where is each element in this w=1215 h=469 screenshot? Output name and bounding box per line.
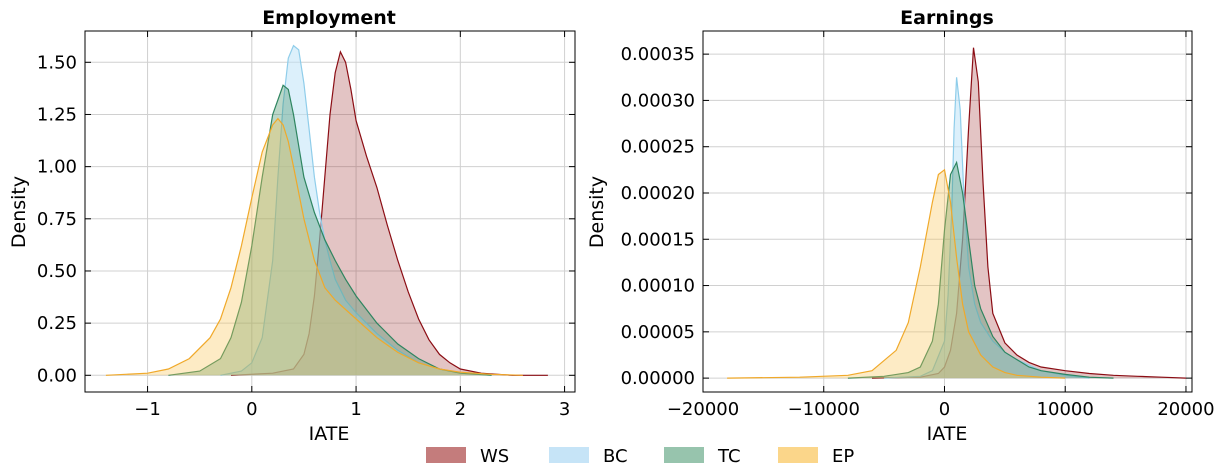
y-tick-label: 0.50 <box>37 261 77 282</box>
earnings-axes: −20000 −10000 0 10000 20000 0.00000 0.00005 0.0… <box>621 30 1215 420</box>
x-tick-label: 0 <box>246 399 257 420</box>
employment-areas <box>105 44 548 376</box>
density-line-bc <box>220 44 492 376</box>
density-line-ep <box>727 168 1066 379</box>
legend-swatch-ws <box>426 447 466 463</box>
density-line-tc <box>168 84 492 376</box>
y-tick-label: 0.00 <box>37 365 77 386</box>
x-tick-label: 20000 <box>1157 399 1214 420</box>
employment-ylabel: Density <box>8 176 30 248</box>
x-tick-label: 10000 <box>1037 399 1094 420</box>
employment-grid <box>85 31 575 392</box>
x-tick-label: 3 <box>559 399 570 420</box>
y-tick-label: 1.00 <box>37 157 77 178</box>
legend-swatch-tc <box>664 447 704 463</box>
y-tick-label: 0.75 <box>37 209 77 230</box>
earnings-areas <box>727 47 1187 379</box>
y-tick-label: 0.00020 <box>621 183 695 204</box>
density-fill-tc <box>168 85 492 376</box>
plot-frame <box>84 30 576 393</box>
density-fill-ws <box>231 51 548 376</box>
legend-label-tc: TC <box>717 446 741 467</box>
earnings-panel: Earnings Density IATE −20000 −10000 0 10000… <box>586 7 1215 445</box>
y-tick-label: 0.25 <box>37 313 77 334</box>
density-fill-bc <box>220 45 492 376</box>
x-tick-label: 0 <box>939 399 950 420</box>
earnings-xlabel: IATE <box>927 423 968 445</box>
earnings-ylabel: Density <box>586 176 608 248</box>
legend-label-ws: WS <box>480 446 509 467</box>
employment-panel: Employment Density IATE −1 0 1 2 3 0.00 0.25 0.… <box>8 7 576 445</box>
y-tick-label: 0.00000 <box>621 368 695 389</box>
x-tick-label: −1 <box>134 399 161 420</box>
y-tick-label: 0.00025 <box>621 137 695 158</box>
employment-axes: −1 0 1 2 3 0.00 0.25 0.50 0.75 1.00 1.25 1.50 <box>37 30 576 420</box>
density-fill-ep <box>727 169 1066 379</box>
legend-swatch-bc <box>549 447 589 463</box>
y-tick-label: 0.00005 <box>621 322 695 343</box>
x-tick-label: 1 <box>350 399 361 420</box>
legend-label-ep: EP <box>832 446 854 467</box>
density-line-tc <box>847 160 1114 379</box>
y-tick-label: 0.00015 <box>621 229 695 250</box>
density-line-ep <box>105 117 523 376</box>
density-fill-ep <box>105 118 523 376</box>
legend: WS BC TC EP <box>426 446 854 467</box>
x-tick-label: −10000 <box>788 399 860 420</box>
x-tick-label: 2 <box>455 399 466 420</box>
y-tick-label: 1.50 <box>37 52 77 73</box>
y-tick-label: 0.00010 <box>621 276 695 297</box>
employment-title: Employment <box>262 7 396 29</box>
plot-frame <box>702 30 1193 393</box>
y-tick-label: 0.00035 <box>621 44 695 65</box>
legend-swatch-ep <box>778 447 818 463</box>
legend-label-bc: BC <box>603 446 628 467</box>
employment-xlabel: IATE <box>309 423 350 445</box>
density-fill-tc <box>847 162 1114 379</box>
y-tick-label: 0.00030 <box>621 90 695 111</box>
earnings-title: Earnings <box>900 7 994 29</box>
y-tick-label: 1.25 <box>37 104 77 125</box>
x-tick-label: −20000 <box>667 399 739 420</box>
